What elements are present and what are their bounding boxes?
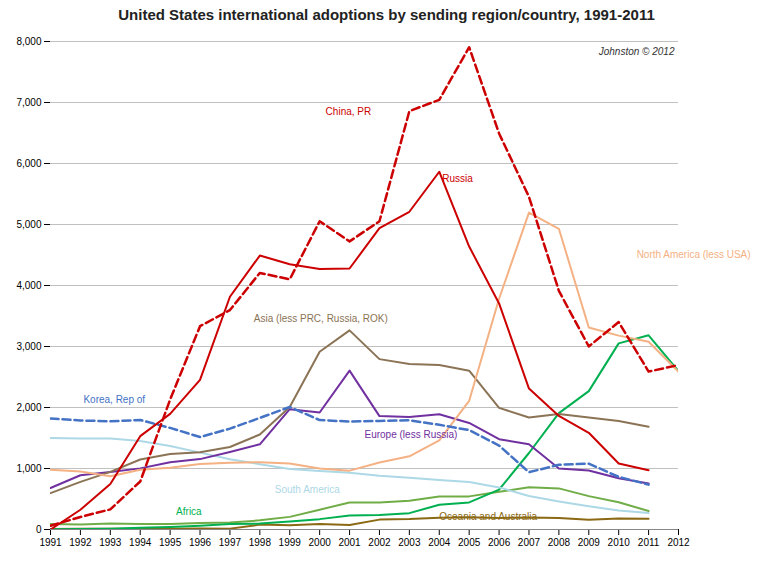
svg-text:Africa: Africa [176,506,202,517]
html-text:United States international ad: United States international adoptions by… [118,6,655,23]
svg-text:China, PR: China, PR [326,106,372,117]
svg-text:2011: 2011 [638,537,660,548]
svg-text:2006: 2006 [488,537,511,548]
svg-text:8,000: 8,000 [16,36,41,47]
svg-text:1997: 1997 [219,537,242,548]
svg-text:1991: 1991 [39,537,62,548]
svg-text:Asia (less PRC, Russia, ROK): Asia (less PRC, Russia, ROK) [254,313,388,324]
svg-text:Oceania and Australia: Oceania and Australia [439,511,537,522]
svg-text:7,000: 7,000 [16,97,41,108]
svg-text:1995: 1995 [159,537,182,548]
svg-text:2000: 2000 [309,537,332,548]
svg-text:5,000: 5,000 [16,219,41,230]
svg-text:2004: 2004 [428,537,451,548]
svg-text:1996: 1996 [189,537,212,548]
svg-text:2009: 2009 [578,537,601,548]
svg-text:2008: 2008 [548,537,571,548]
svg-text:1999: 1999 [279,537,302,548]
svg-text:2010: 2010 [608,537,631,548]
svg-text:Korea, Rep of: Korea, Rep of [83,394,145,405]
svg-text:2012: 2012 [667,537,690,548]
svg-text:2003: 2003 [398,537,421,548]
svg-text:1994: 1994 [129,537,152,548]
svg-text:1992: 1992 [69,537,92,548]
svg-text:Europe (less Russia): Europe (less Russia) [365,429,458,440]
svg-text:2005: 2005 [458,537,481,548]
svg-text:North America (less USA): North America (less USA) [637,249,751,260]
svg-text:2,000: 2,000 [16,402,41,413]
svg-text:1993: 1993 [99,537,122,548]
svg-text:0: 0 [36,524,42,535]
svg-text:3,000: 3,000 [16,341,41,352]
svg-text:Johnston © 2012: Johnston © 2012 [598,46,675,57]
svg-text:1998: 1998 [249,537,272,548]
svg-text:2001: 2001 [338,537,361,548]
svg-text:2007: 2007 [518,537,541,548]
svg-text:Russia: Russia [442,173,473,184]
svg-text:4,000: 4,000 [16,280,41,291]
svg-text:6,000: 6,000 [16,158,41,169]
svg-text:1,000: 1,000 [16,463,41,474]
svg-text:South America: South America [275,484,340,495]
svg-text:2002: 2002 [368,537,391,548]
